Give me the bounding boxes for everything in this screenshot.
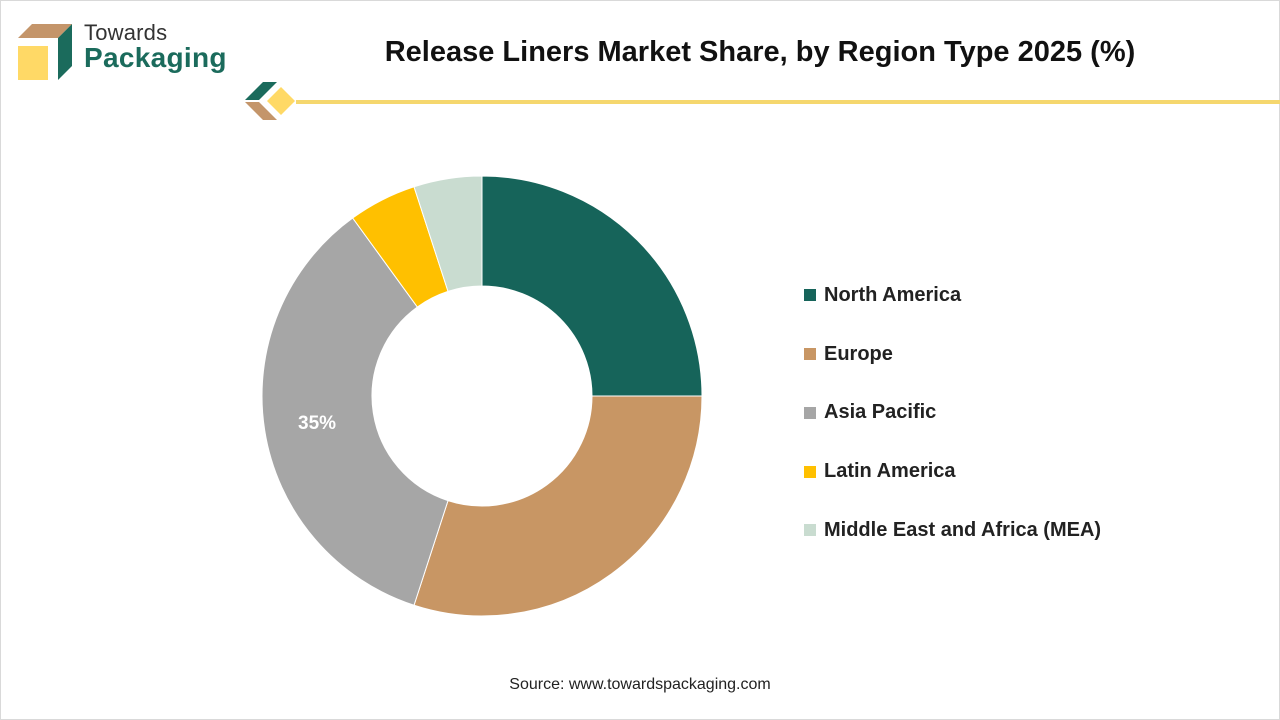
chart-title: Release Liners Market Share, by Region T… (384, 36, 1136, 68)
legend-item: Middle East and Africa (MEA) (804, 501, 1101, 560)
chart-legend: North America Europe Asia Pacific Latin Ame… (804, 266, 1101, 560)
logo-text-towards: Towards (84, 20, 168, 45)
legend-swatch (804, 465, 816, 478)
donut-slice-north-america (481, 175, 703, 397)
legend-item: Asia Pacific (804, 384, 1101, 443)
legend-label: Asia Pacific (824, 401, 937, 424)
legend-label: Middle East and Africa (MEA) (824, 518, 1102, 541)
legend-label: Europe (824, 342, 893, 365)
brand-logo: Towards Packaging (14, 18, 244, 84)
donut-slice-asia-pacific (261, 217, 449, 606)
legend-item: Latin America (804, 442, 1101, 501)
legend-label: North America (824, 283, 962, 306)
title-rule-line (296, 100, 1280, 104)
legend-swatch (804, 406, 816, 419)
logo-box-icon (18, 24, 72, 80)
legend-item: North America (804, 266, 1101, 325)
logo-text-packaging: Packaging (84, 42, 227, 73)
legend-item: Europe (804, 325, 1101, 384)
source-note: Source: www.towardspackaging.com (509, 676, 771, 693)
donut-slice-europe (413, 395, 703, 617)
legend-swatch (804, 289, 816, 302)
legend-swatch (804, 524, 816, 537)
title-rule-icon (245, 82, 295, 120)
legend-swatch (804, 348, 816, 361)
donut-slice-middle-east-and-africa-mea (413, 175, 483, 293)
legend-label: Latin America (824, 460, 956, 483)
data-label-asia-pacific: 35% (298, 413, 336, 434)
